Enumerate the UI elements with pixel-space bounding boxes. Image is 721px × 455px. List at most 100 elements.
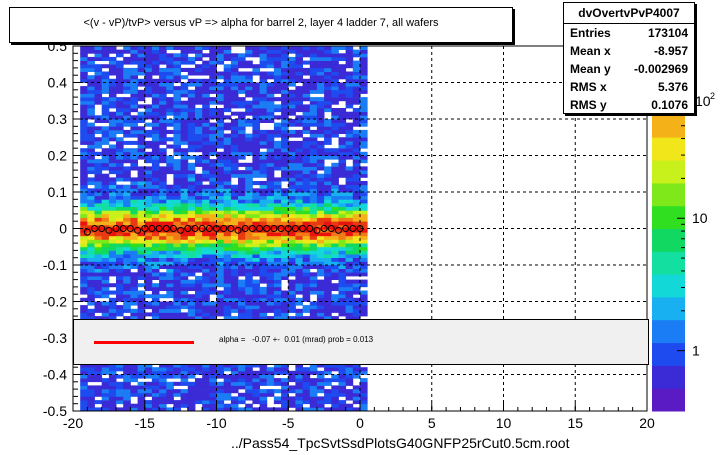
heatmap-cell (151, 265, 160, 269)
heatmap-cell (116, 137, 124, 142)
heatmap-cell (295, 396, 303, 401)
heatmap-cell (295, 60, 303, 65)
heatmap-cell (288, 97, 296, 102)
heatmap-cell (273, 126, 282, 131)
heatmap-cell (195, 243, 203, 248)
heatmap-cell (166, 272, 174, 277)
heatmap-cell (331, 400, 339, 405)
heatmap-cell (338, 166, 347, 171)
heatmap-cell (345, 407, 354, 412)
heatmap-cell (108, 148, 117, 153)
heatmap-cell (273, 199, 282, 204)
heatmap-cell (360, 111, 368, 116)
heatmap-cell (302, 374, 311, 379)
heatmap-cell (281, 228, 289, 233)
heatmap-cell (216, 272, 225, 277)
heatmap-cell (87, 108, 95, 113)
heatmap-cell (173, 199, 181, 204)
heatmap-cell (266, 239, 275, 244)
heatmap-cell (273, 108, 282, 113)
heatmap-cell (116, 224, 124, 229)
heatmap-cell (266, 115, 275, 120)
heatmap-cell (252, 82, 260, 87)
heatmap-cell (101, 111, 110, 116)
heatmap-cell (94, 290, 103, 295)
heatmap-cell (331, 126, 339, 131)
heatmap-cell (331, 221, 339, 226)
heatmap-cell (223, 403, 232, 408)
heatmap-cell (130, 294, 138, 299)
heatmap-cell (80, 100, 88, 105)
heatmap-cell (166, 67, 174, 72)
heatmap-cell (187, 396, 196, 401)
heatmap-cell (302, 170, 311, 175)
heatmap-cell (245, 173, 253, 178)
heatmap-cell (245, 75, 253, 80)
heatmap-cell (302, 202, 311, 207)
heatmap-cell (202, 257, 210, 262)
heatmap-cell (101, 173, 110, 178)
heatmap-cell (259, 312, 268, 317)
heatmap-cell (202, 228, 210, 233)
heatmap-cell (173, 250, 181, 255)
heatmap-cell (116, 261, 124, 266)
heatmap-cell (273, 294, 282, 299)
heatmap-cell (101, 137, 110, 142)
heatmap-cell (216, 195, 225, 200)
heatmap-cell (195, 159, 203, 164)
heatmap-cell (324, 312, 332, 317)
heatmap-cell (116, 86, 124, 91)
heatmap-cell (245, 301, 253, 306)
heatmap-cell (238, 239, 246, 244)
heatmap-cell (216, 119, 225, 123)
heatmap-cell (223, 246, 232, 251)
heatmap-cell (159, 82, 167, 87)
heatmap-cell (116, 162, 124, 167)
heatmap-cell (94, 239, 103, 244)
heatmap-cell (166, 46, 174, 50)
heatmap-cell (316, 162, 325, 167)
heatmap-cell (108, 202, 117, 207)
heatmap-cell (187, 392, 196, 397)
heatmap-cell (295, 140, 303, 145)
heatmap-cell (187, 195, 196, 200)
heatmap-cell (123, 294, 131, 299)
heatmap-cell (345, 228, 354, 233)
heatmap-cell (324, 53, 332, 58)
heatmap-cell (223, 294, 232, 299)
heatmap-cell (360, 173, 368, 178)
heatmap-cell (266, 294, 275, 299)
heatmap-cell (209, 367, 217, 372)
stats-box: dvOvertvPvP4007 Entries 173104 Mean x -8… (563, 2, 695, 114)
heatmap-cell (302, 162, 311, 167)
heatmap-cell (195, 46, 203, 50)
heatmap-cell (144, 232, 153, 237)
stats-key: RMS x (570, 80, 607, 94)
heatmap-cell (230, 261, 239, 266)
heatmap-cell (245, 177, 253, 182)
heatmap-cell (195, 111, 203, 116)
heatmap-cell (223, 144, 232, 149)
heatmap-cell (324, 396, 332, 401)
heatmap-cell (87, 155, 95, 160)
heatmap-cell (108, 206, 117, 211)
heatmap-cell (123, 71, 131, 76)
heatmap-cell (159, 78, 167, 83)
heatmap-cell (259, 129, 268, 134)
heatmap-cell (123, 199, 131, 204)
heatmap-cell (360, 155, 368, 160)
heatmap-cell (159, 254, 167, 258)
heatmap-cell (295, 199, 303, 204)
heatmap-cell (316, 140, 325, 145)
heatmap-cell (159, 104, 167, 109)
heatmap-cell (252, 232, 260, 237)
heatmap-cell (202, 188, 210, 193)
heatmap-cell (316, 202, 325, 207)
heatmap-cell (116, 151, 124, 156)
heatmap-cell (123, 392, 131, 397)
heatmap-cell (245, 202, 253, 207)
heatmap-cell (173, 213, 181, 218)
heatmap-cell (216, 385, 225, 390)
heatmap-cell (108, 316, 117, 321)
heatmap-cell (187, 385, 196, 390)
